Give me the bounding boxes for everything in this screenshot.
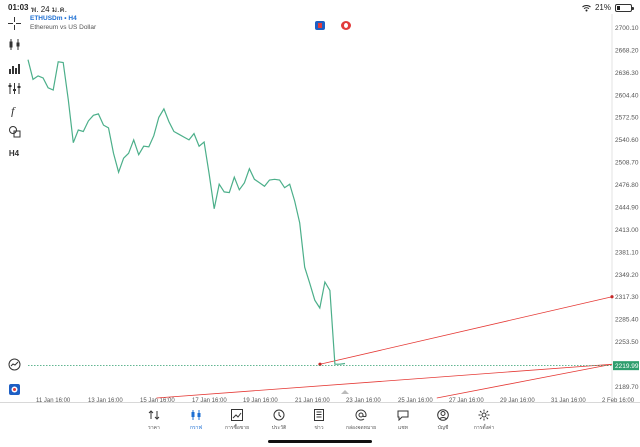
x-axis-tick-label: 25 Jan 16:00 [398, 398, 433, 404]
x-axis-tick-label: 23 Jan 16:00 [346, 398, 381, 404]
nav-item-chat-bubble[interactable]: แชท [383, 409, 423, 439]
x-axis-tick-label: 19 Jan 16:00 [243, 398, 278, 404]
function-icon[interactable]: f [4, 101, 24, 119]
nav-label: การตั้งค่า [473, 425, 495, 431]
price-line [27, 59, 346, 365]
x-axis-tick-label: 31 Jan 16:00 [551, 398, 586, 404]
x-axis-tick-label: 29 Jan 16:00 [500, 398, 535, 404]
nav-label: บัญชี [437, 425, 449, 431]
x-axis-tick-label: 2 Feb 16:00 [602, 398, 635, 404]
account-user-icon [437, 409, 449, 421]
y-axis-tick-label: 2189.70 [615, 384, 639, 391]
x-axis-tick-label: 17 Jan 16:00 [192, 398, 227, 404]
symbol-title[interactable]: ETHUSDm • H4 [30, 15, 77, 22]
settings-gear-icon [478, 409, 490, 421]
nav-item-mailbox-at[interactable]: กล่องจดหมาย [341, 409, 381, 439]
trendline-upper[interactable] [319, 296, 613, 365]
nav-label: การซื้อขาย [224, 425, 250, 431]
shapes-icon[interactable] [4, 122, 24, 140]
nav-divider [0, 402, 640, 403]
trendline-handle[interactable] [610, 295, 614, 299]
nav-item-quotes-arrows[interactable]: ราคา [134, 409, 174, 439]
y-axis-tick-label: 2381.10 [615, 249, 639, 256]
nav-item-trade-line[interactable]: การซื้อขาย [217, 409, 257, 439]
trade-line-icon [231, 409, 243, 421]
x-axis-tick-label: 13 Jan 16:00 [88, 398, 123, 404]
nav-label: กราฟ [189, 425, 203, 431]
candlestick-icon[interactable] [4, 35, 24, 53]
scroll-marker[interactable] [341, 390, 349, 394]
timeframe-label: H4 [8, 148, 20, 158]
order-panel-icon[interactable] [341, 21, 351, 30]
trendline-handle[interactable] [318, 362, 322, 366]
news-doc-icon [314, 409, 324, 421]
symbol-description: Ethereum vs US Dollar [30, 24, 97, 31]
one-click-trading-icon[interactable] [315, 21, 325, 30]
battery-fill [617, 5, 620, 10]
wifi-icon [582, 4, 591, 11]
svg-text:f: f [11, 104, 16, 117]
nav-item-history-clock[interactable]: ประวัติ [259, 409, 299, 439]
nav-label: กล่องจดหมาย [345, 425, 377, 431]
nav-item-chart-candles[interactable]: กราฟ [176, 409, 216, 439]
indicator-sliders-icon[interactable] [4, 79, 24, 97]
nav-label: แชท [398, 425, 408, 431]
x-axis-tick-label: 21 Jan 16:00 [295, 398, 330, 404]
y-axis-tick-label: 2668.20 [615, 47, 639, 54]
nav-item-account-user[interactable]: บัญชี [423, 409, 463, 439]
y-axis-tick-label: 2572.50 [615, 115, 639, 122]
quotes-arrows-icon [148, 410, 160, 420]
current-price-label: 2219.99 [615, 363, 639, 370]
trendline-lower[interactable] [156, 363, 613, 399]
status-date: พ. 24 ม.ค. [31, 5, 67, 14]
chat-bubble-icon [397, 410, 409, 421]
nav-item-news-doc[interactable]: ข่าว [299, 409, 339, 439]
x-axis-tick-label: 15 Jan 16:00 [140, 398, 175, 404]
y-axis-tick-label: 2604.40 [615, 92, 639, 99]
x-axis-tick-label: 11 Jan 16:00 [36, 398, 71, 404]
y-axis-tick-label: 2285.40 [615, 317, 639, 324]
y-axis-tick-label: 2349.20 [615, 272, 639, 279]
volume-bars-icon[interactable] [4, 59, 24, 77]
status-time: 01:03 [8, 3, 29, 12]
y-axis-tick-label: 2317.30 [615, 294, 639, 301]
grid-analysis-icon[interactable] [4, 355, 24, 373]
y-axis-tick-label: 2253.50 [615, 339, 639, 346]
timeframe-button[interactable]: H4 [4, 144, 24, 162]
y-axis-tick-label: 2413.00 [615, 227, 639, 234]
trendline-lower-2[interactable] [436, 363, 613, 399]
left-toolbar: f H4 [0, 0, 28, 410]
y-axis-tick-label: 2636.30 [615, 70, 639, 77]
y-axis-tick-label: 2508.70 [615, 160, 639, 167]
mailbox-at-icon [355, 409, 367, 421]
nav-label: ข่าว [314, 425, 324, 431]
y-axis-tick-label: 2700.10 [615, 25, 639, 32]
y-axis-tick-label: 2444.90 [615, 204, 639, 211]
battery-percent: 21% [594, 3, 611, 12]
crosshair-icon[interactable] [4, 14, 24, 32]
account-flag-icon[interactable] [4, 380, 24, 398]
home-indicator[interactable] [268, 440, 372, 443]
chart-candles-icon [191, 410, 201, 420]
nav-label: ประวัติ [271, 425, 287, 431]
history-clock-icon [273, 409, 285, 421]
status-icons: 21% [582, 3, 634, 12]
status-bar: 01:03 พ. 24 ม.ค. 21% [0, 0, 640, 16]
current-price-tag [613, 361, 639, 371]
nav-item-settings-gear[interactable]: การตั้งค่า [464, 409, 504, 439]
battery-icon [615, 3, 634, 12]
y-axis-tick-label: 2540.60 [615, 137, 639, 144]
x-axis-tick-label: 27 Jan 16:00 [449, 398, 484, 404]
y-axis-tick-label: 2476.80 [615, 182, 639, 189]
nav-label: ราคา [148, 425, 160, 431]
